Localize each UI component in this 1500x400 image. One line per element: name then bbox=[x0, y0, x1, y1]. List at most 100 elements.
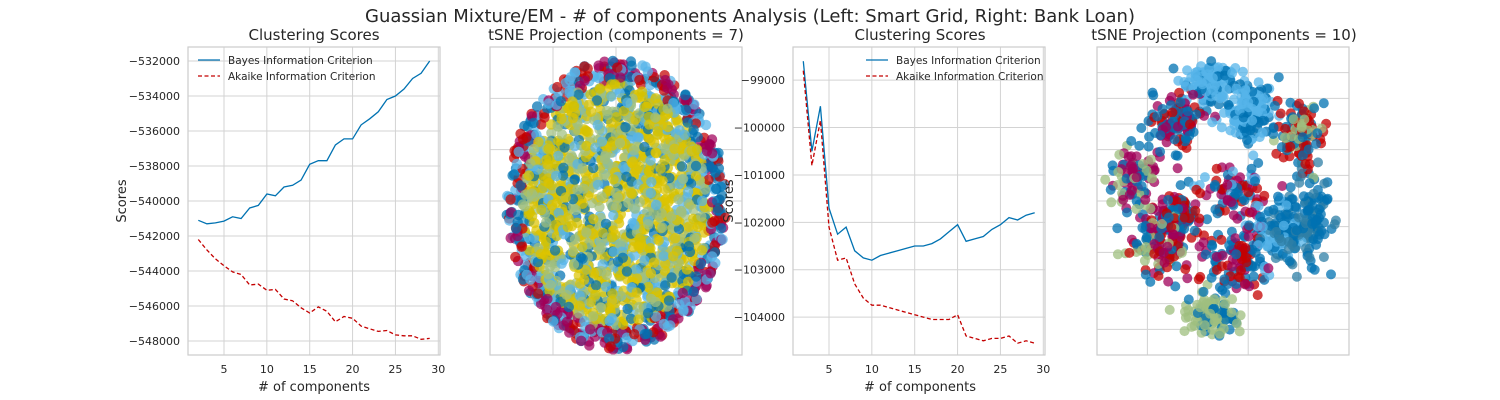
scatter-point bbox=[1242, 135, 1252, 145]
scatter-point bbox=[547, 316, 559, 327]
grid bbox=[188, 47, 440, 355]
scatter-point bbox=[700, 119, 712, 131]
scatter-point bbox=[511, 223, 522, 234]
scatter-point bbox=[1273, 72, 1284, 83]
scatter-point bbox=[642, 308, 654, 319]
scatter-point bbox=[1112, 223, 1123, 234]
scatter-point bbox=[1244, 220, 1255, 231]
scatter-point bbox=[1230, 188, 1241, 199]
scatter-point bbox=[558, 162, 569, 173]
scatter-point bbox=[549, 245, 561, 256]
scatter-point bbox=[1173, 204, 1184, 214]
scatter-point bbox=[1247, 207, 1258, 218]
x-tick-label: 20 bbox=[951, 363, 965, 376]
scatter-point bbox=[1155, 146, 1166, 157]
scatter-point bbox=[1113, 167, 1124, 177]
scatter-point bbox=[1230, 127, 1241, 138]
scatter-point bbox=[606, 313, 617, 324]
scatter-point bbox=[509, 169, 520, 180]
grid bbox=[793, 47, 1045, 355]
scatter-point bbox=[1147, 87, 1158, 98]
scatter-point bbox=[1182, 65, 1193, 76]
scatter-point bbox=[1149, 239, 1160, 250]
scatter-point bbox=[707, 148, 718, 159]
scatter-point bbox=[588, 268, 600, 279]
scatter-point bbox=[1293, 212, 1304, 223]
scatter-point bbox=[1197, 79, 1208, 90]
scatter-point bbox=[1258, 93, 1269, 104]
aic-series-line bbox=[197, 239, 430, 340]
scatter-point bbox=[592, 119, 603, 131]
scatter-point bbox=[1168, 63, 1179, 74]
scatter-point bbox=[574, 308, 585, 319]
scatter-point bbox=[1176, 247, 1187, 258]
scatter-point bbox=[566, 150, 577, 161]
scatter-point bbox=[1163, 195, 1174, 205]
scatter-point bbox=[1139, 255, 1150, 266]
scatter-point bbox=[703, 174, 714, 185]
scatter-point bbox=[1195, 302, 1206, 313]
scatter-point bbox=[573, 89, 584, 100]
scatter-point bbox=[588, 162, 599, 174]
scatter-point bbox=[1253, 158, 1264, 168]
scatter-point bbox=[1198, 286, 1209, 297]
scatter-point bbox=[662, 103, 673, 114]
scatter-point bbox=[599, 169, 610, 180]
scatter-point bbox=[1257, 115, 1268, 126]
scatter-point bbox=[547, 199, 558, 211]
scatter-point bbox=[663, 295, 675, 306]
scatter-point bbox=[650, 296, 661, 308]
scatter-point bbox=[1192, 316, 1203, 326]
x-tick-label: 25 bbox=[388, 363, 402, 376]
scatter-point bbox=[1205, 308, 1216, 319]
scatter-point bbox=[1243, 231, 1254, 242]
scatter-point bbox=[1286, 131, 1297, 142]
scatter-point bbox=[528, 117, 539, 129]
scatter-point bbox=[678, 304, 689, 315]
scatter-point bbox=[659, 184, 670, 195]
scatter-point bbox=[1326, 269, 1336, 280]
scatter-point bbox=[690, 170, 702, 182]
axes-frame bbox=[187, 46, 441, 356]
axes-frame bbox=[792, 46, 1046, 356]
panel-title: tSNE Projection (components = 7) bbox=[488, 26, 744, 44]
tick-labels: 5 10 15 20 25 30 −104000 −103000 −102000 −101000 −… bbox=[734, 74, 1051, 376]
scatter-point bbox=[683, 221, 695, 232]
scatter-point bbox=[676, 206, 687, 217]
scatter-point bbox=[696, 211, 707, 222]
scatter-point bbox=[608, 246, 619, 257]
scatter-point bbox=[713, 163, 725, 174]
scatter-point bbox=[592, 179, 604, 190]
scatter-point bbox=[1243, 102, 1254, 113]
scatter-point bbox=[1228, 210, 1239, 221]
scatter-point bbox=[657, 222, 668, 233]
scatter-point bbox=[625, 187, 637, 199]
figure-suptitle: Guassian Mixture/EM - # of components An… bbox=[365, 6, 1135, 27]
scatter-point bbox=[1185, 119, 1195, 130]
scatter-point bbox=[1105, 184, 1116, 195]
scatter-point bbox=[1298, 191, 1309, 202]
scatter-point bbox=[577, 241, 588, 253]
scatter-point bbox=[1291, 271, 1302, 282]
scatter-point bbox=[541, 304, 553, 315]
scatter-point bbox=[1213, 62, 1224, 73]
scatter-point bbox=[556, 113, 567, 125]
panel-left-scores: Clustering Scores 5 10 15 20 25 30 −548000 −546… bbox=[115, 26, 445, 395]
scatter-point bbox=[516, 241, 527, 252]
scatter-point bbox=[1112, 180, 1123, 190]
scatter-point bbox=[596, 191, 607, 202]
scatter-point bbox=[1319, 178, 1330, 189]
scatter-point bbox=[660, 74, 671, 86]
scatter-point bbox=[668, 251, 679, 262]
scatter-point bbox=[666, 272, 677, 283]
scatter-point bbox=[1193, 274, 1204, 285]
scatter-point bbox=[539, 112, 550, 123]
axes-frame bbox=[489, 46, 743, 356]
scatter-point bbox=[608, 174, 619, 185]
scatter-point bbox=[1136, 181, 1147, 192]
scatter-point bbox=[625, 313, 637, 324]
scatter-point bbox=[618, 319, 629, 330]
scatter-point bbox=[1285, 141, 1296, 152]
scatter-point bbox=[560, 192, 571, 203]
